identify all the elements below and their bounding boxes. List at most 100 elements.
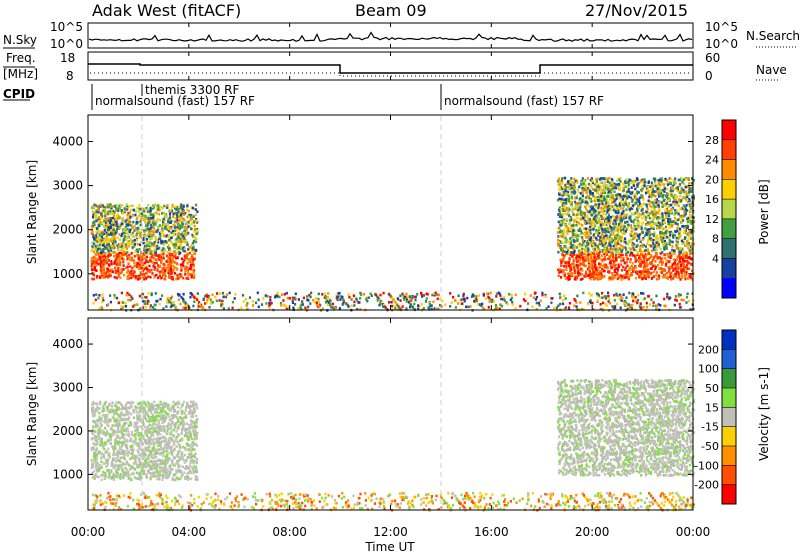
data-cell [574, 197, 577, 200]
data-cell [103, 226, 106, 229]
data-cell [635, 239, 639, 242]
data-cell [329, 299, 332, 303]
data-cell [658, 193, 661, 197]
data-cell [677, 201, 680, 204]
data-cell [107, 217, 110, 220]
data-cell [632, 220, 635, 224]
data-cell [621, 253, 624, 257]
data-cell [687, 231, 690, 235]
data-cell [117, 207, 120, 210]
data-cell [97, 296, 100, 300]
data-cell [681, 242, 684, 246]
data-cell [149, 232, 152, 236]
data-cell [608, 184, 611, 187]
data-cell [634, 201, 637, 205]
data-cell [402, 296, 405, 299]
data-cell [177, 236, 180, 239]
data-cell [606, 237, 609, 240]
data-cell [630, 226, 633, 230]
data-cell [660, 201, 663, 204]
data-cell [144, 306, 147, 309]
data-cell [118, 251, 121, 255]
data-cell [608, 208, 611, 212]
data-cell [128, 211, 131, 214]
data-cell [131, 305, 135, 308]
data-cell [208, 306, 211, 309]
data-cell [684, 265, 687, 268]
data-cell [184, 228, 187, 231]
data-cell [188, 258, 191, 261]
data-cell [187, 232, 190, 235]
data-cell [665, 215, 668, 219]
data-cell [672, 274, 675, 277]
data-cell [131, 231, 134, 235]
data-cell [166, 250, 169, 254]
data-cell [148, 270, 151, 274]
data-cell [613, 190, 616, 193]
data-cell [91, 241, 94, 245]
data-cell [630, 251, 633, 255]
data-cell [636, 253, 639, 257]
data-cell [689, 215, 692, 218]
data-cell [124, 209, 127, 213]
data-cell [674, 264, 677, 268]
data-cell [610, 195, 613, 199]
data-cell [609, 225, 612, 229]
data-cell [599, 241, 602, 245]
data-cell [257, 298, 260, 302]
data-cell [677, 204, 680, 208]
data-cell [436, 293, 439, 297]
data-cell [519, 304, 522, 308]
data-cell [98, 307, 101, 310]
data-cell [137, 210, 141, 213]
data-cell [602, 301, 605, 305]
data-cell [137, 262, 140, 265]
data-cell [644, 215, 647, 219]
data-cell [242, 300, 245, 303]
data-cell [657, 216, 660, 220]
data-cell [650, 188, 653, 191]
data-cell [613, 226, 616, 229]
data-cell [627, 203, 630, 206]
data-cell [613, 306, 616, 309]
data-cell [655, 254, 658, 258]
data-cell [669, 275, 672, 279]
data-cell [641, 222, 644, 225]
data-cell [180, 266, 183, 269]
data-cell [600, 192, 603, 195]
data-cell [180, 203, 183, 206]
data-cell [146, 269, 149, 273]
data-cell [646, 216, 650, 219]
data-cell [684, 228, 688, 232]
data-cell [603, 191, 606, 195]
data-cell [632, 267, 635, 271]
data-cell [127, 298, 130, 302]
data-cell [178, 218, 181, 222]
data-cell [348, 295, 351, 299]
data-cell [652, 270, 655, 274]
data-cell [132, 214, 135, 218]
data-cell [592, 275, 595, 278]
data-cell [142, 238, 145, 241]
data-cell [574, 275, 577, 279]
data-cell [622, 276, 625, 280]
data-cell [494, 307, 497, 311]
data-cell [177, 239, 180, 243]
data-cell [571, 197, 574, 200]
data-cell [684, 231, 687, 235]
data-cell [161, 212, 164, 215]
data-cell [601, 202, 604, 206]
data-cell [674, 199, 677, 202]
data-cell [183, 255, 186, 259]
data-cell [561, 302, 565, 306]
data-cell [601, 250, 605, 254]
data-cell [643, 184, 646, 187]
data-cell [644, 257, 648, 260]
data-cell [607, 237, 610, 241]
data-cell [173, 220, 177, 224]
data-cell [158, 232, 161, 235]
data-cell [670, 208, 673, 211]
data-cell [165, 223, 168, 227]
data-cell [535, 301, 538, 305]
data-cell [621, 211, 624, 215]
